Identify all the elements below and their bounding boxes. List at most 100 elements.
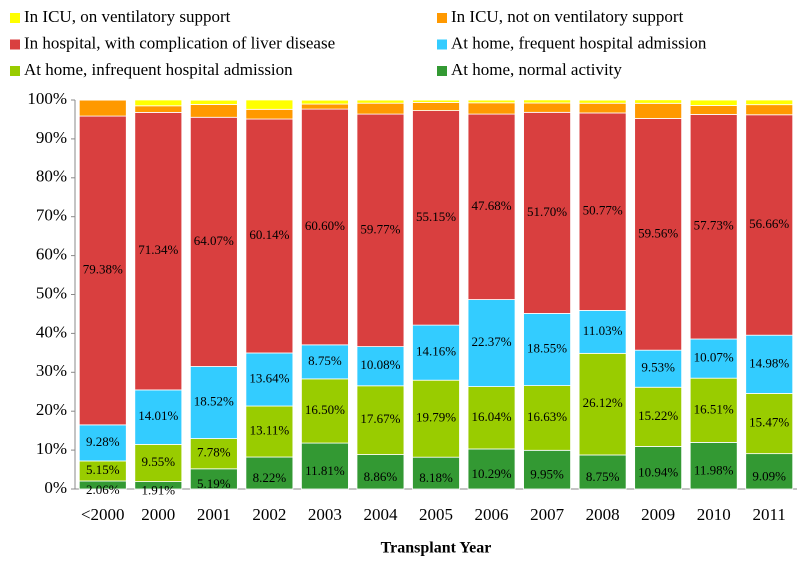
y-tick-label: 20% <box>36 400 67 419</box>
bar-segment <box>689 114 738 340</box>
bar-segment <box>523 449 571 490</box>
legend-swatch <box>437 39 447 50</box>
x-tick-label: 2002 <box>252 505 286 524</box>
data-label: 10.07% <box>694 350 734 365</box>
bar-segment <box>189 438 238 470</box>
data-label: 11.81% <box>305 463 345 478</box>
x-axis-title: Transplant Year <box>381 540 492 557</box>
x-tick-label: 2003 <box>308 505 342 524</box>
data-label: 79.38% <box>83 261 123 276</box>
bar-segment <box>301 378 349 444</box>
legend-swatch <box>10 13 20 23</box>
data-label: 11.98% <box>694 463 734 478</box>
bar-segment <box>78 115 127 426</box>
bar-segment <box>523 99 571 104</box>
x-tick-label: 2008 <box>586 505 620 524</box>
x-tick-label: 2004 <box>363 505 398 524</box>
data-label: 26.12% <box>583 395 623 410</box>
bar-segment <box>412 456 460 490</box>
bar-segment <box>689 105 738 115</box>
bar-segment <box>356 102 405 115</box>
bar-segment <box>578 310 627 354</box>
bar-segment <box>356 113 405 347</box>
legend-swatch <box>10 39 20 50</box>
legend-label: In ICU, not on ventilatory support <box>451 7 684 26</box>
x-tick-label: 2001 <box>197 505 231 524</box>
bar-segment <box>745 393 794 455</box>
data-label: 9.53% <box>641 360 675 375</box>
bar-segment <box>245 405 294 458</box>
bar-segment <box>745 99 794 106</box>
data-label: 18.55% <box>527 341 567 356</box>
bar-segment <box>412 102 460 111</box>
data-label: 13.11% <box>250 423 290 438</box>
bar-segment <box>134 389 183 445</box>
bar-segment <box>245 456 294 490</box>
bar-segment <box>467 113 516 300</box>
bar-segment <box>245 118 294 354</box>
bar-segment <box>689 99 738 106</box>
bar-segment <box>412 110 460 326</box>
data-label: 71.34% <box>138 242 178 257</box>
bar-segment <box>189 104 238 118</box>
bar-segment <box>578 102 627 114</box>
bar-segment <box>523 313 571 387</box>
y-tick-label: 50% <box>36 283 67 302</box>
data-label: 8.86% <box>364 469 398 484</box>
y-tick-label: 0% <box>44 478 67 497</box>
data-label: 55.15% <box>416 209 456 224</box>
bar-segment <box>467 102 516 115</box>
data-label: 60.60% <box>305 218 345 233</box>
x-tick-label: <2000 <box>81 505 125 524</box>
legend-label: At home, infrequent hospital admission <box>24 60 293 79</box>
data-label: 8.22% <box>253 470 287 485</box>
data-label: 9.95% <box>530 467 564 482</box>
x-tick-label: 2007 <box>530 505 565 524</box>
data-label: 5.19% <box>197 476 231 491</box>
data-label: 19.79% <box>416 410 456 425</box>
data-label: 10.29% <box>471 466 511 481</box>
data-label: 14.16% <box>416 344 456 359</box>
bar-segment <box>523 102 571 113</box>
data-label: 57.73% <box>694 218 734 233</box>
bar-segment <box>301 103 349 110</box>
bar-segment <box>578 454 627 490</box>
bar-segment <box>78 99 127 117</box>
data-label: 16.63% <box>527 409 567 424</box>
bar-segment <box>356 99 405 104</box>
x-tick-label: 2011 <box>753 505 786 524</box>
data-label: 8.75% <box>308 353 342 368</box>
y-tick-label: 70% <box>36 206 67 225</box>
data-label: 60.14% <box>249 227 289 242</box>
data-label: 59.56% <box>638 225 678 240</box>
bar-segment <box>356 385 405 455</box>
legend-swatch <box>437 66 447 76</box>
x-tick-label: 2000 <box>141 505 175 524</box>
data-label: 47.68% <box>471 198 511 213</box>
y-tick-label: 90% <box>36 128 67 147</box>
bar-segment <box>745 114 794 336</box>
bar-segment <box>245 352 294 407</box>
bar-segment <box>467 448 516 490</box>
bar-segment <box>745 334 794 394</box>
bar-segment <box>634 102 683 119</box>
data-label: 15.22% <box>638 408 678 423</box>
y-tick-label: 30% <box>36 361 67 380</box>
legend-label: In ICU, on ventilatory support <box>24 7 231 26</box>
data-label: 22.37% <box>471 334 511 349</box>
legend-label: In hospital, with complication of liver … <box>24 33 335 52</box>
data-label: 9.28% <box>86 434 120 449</box>
bar-segment <box>578 99 627 104</box>
data-label: 2.06% <box>86 482 120 497</box>
x-tick-label: 2006 <box>475 505 509 524</box>
bar-segment <box>467 386 516 450</box>
bar-segment <box>745 104 794 116</box>
x-tick-label: 2009 <box>641 505 675 524</box>
data-label: 1.91% <box>142 482 176 497</box>
data-label: 50.77% <box>583 203 623 218</box>
data-label: 13.64% <box>249 370 289 385</box>
bar-segment <box>689 338 738 379</box>
data-label: 59.77% <box>360 221 400 236</box>
data-label: 14.01% <box>138 408 178 423</box>
